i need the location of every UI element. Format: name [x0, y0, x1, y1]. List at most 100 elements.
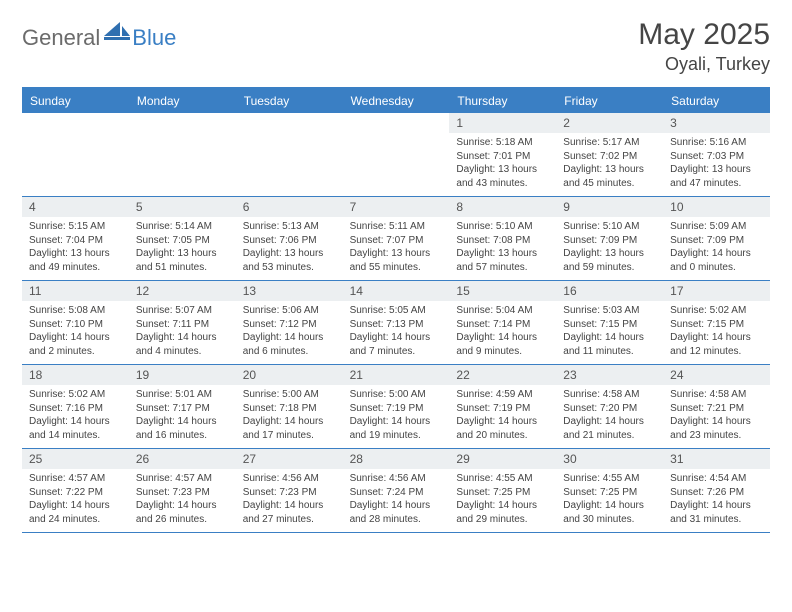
- daylight-text: Daylight: 14 hours and 14 minutes.: [29, 415, 122, 442]
- title-block: May 2025 Oyali, Turkey: [638, 18, 770, 75]
- sunset-text: Sunset: 7:06 PM: [243, 234, 336, 248]
- day-number: 29: [449, 449, 556, 469]
- calendar-cell: 28Sunrise: 4:56 AMSunset: 7:24 PMDayligh…: [343, 449, 450, 532]
- location-label: Oyali, Turkey: [638, 54, 770, 75]
- day-number: 13: [236, 281, 343, 301]
- calendar-cell: 3Sunrise: 5:16 AMSunset: 7:03 PMDaylight…: [663, 113, 770, 196]
- sunset-text: Sunset: 7:23 PM: [243, 486, 336, 500]
- day-info: [343, 119, 450, 128]
- day-info: Sunrise: 5:15 AMSunset: 7:04 PMDaylight:…: [22, 217, 129, 280]
- daylight-text: Daylight: 13 hours and 55 minutes.: [350, 247, 443, 274]
- daylight-text: Daylight: 14 hours and 30 minutes.: [563, 499, 656, 526]
- sunrise-text: Sunrise: 5:03 AM: [563, 304, 656, 318]
- brand-part2: Blue: [132, 25, 176, 51]
- sail-icon: [104, 22, 130, 45]
- day-number: 26: [129, 449, 236, 469]
- calendar-cell: 11Sunrise: 5:08 AMSunset: 7:10 PMDayligh…: [22, 281, 129, 364]
- sunset-text: Sunset: 7:15 PM: [563, 318, 656, 332]
- day-number: 14: [343, 281, 450, 301]
- sunset-text: Sunset: 7:09 PM: [563, 234, 656, 248]
- day-info: Sunrise: 5:09 AMSunset: 7:09 PMDaylight:…: [663, 217, 770, 280]
- sunset-text: Sunset: 7:25 PM: [456, 486, 549, 500]
- day-info: Sunrise: 5:03 AMSunset: 7:15 PMDaylight:…: [556, 301, 663, 364]
- calendar-cell: 8Sunrise: 5:10 AMSunset: 7:08 PMDaylight…: [449, 197, 556, 280]
- day-info: [236, 119, 343, 128]
- calendar-cell: 19Sunrise: 5:01 AMSunset: 7:17 PMDayligh…: [129, 365, 236, 448]
- daylight-text: Daylight: 14 hours and 20 minutes.: [456, 415, 549, 442]
- sunset-text: Sunset: 7:08 PM: [456, 234, 549, 248]
- calendar-cell: 24Sunrise: 4:58 AMSunset: 7:21 PMDayligh…: [663, 365, 770, 448]
- sunset-text: Sunset: 7:26 PM: [670, 486, 763, 500]
- calendar-cell: [343, 113, 450, 196]
- day-number: 3: [663, 113, 770, 133]
- day-number: 5: [129, 197, 236, 217]
- sunrise-text: Sunrise: 5:11 AM: [350, 220, 443, 234]
- calendar-cell: 31Sunrise: 4:54 AMSunset: 7:26 PMDayligh…: [663, 449, 770, 532]
- sunrise-text: Sunrise: 5:06 AM: [243, 304, 336, 318]
- calendar-cell: 4Sunrise: 5:15 AMSunset: 7:04 PMDaylight…: [22, 197, 129, 280]
- calendar-cell: 6Sunrise: 5:13 AMSunset: 7:06 PMDaylight…: [236, 197, 343, 280]
- day-number: 16: [556, 281, 663, 301]
- day-info: Sunrise: 5:01 AMSunset: 7:17 PMDaylight:…: [129, 385, 236, 448]
- calendar-cell: [129, 113, 236, 196]
- weekday-header-row: Sunday Monday Tuesday Wednesday Thursday…: [22, 89, 770, 113]
- calendar-week: 25Sunrise: 4:57 AMSunset: 7:22 PMDayligh…: [22, 449, 770, 533]
- day-number: 28: [343, 449, 450, 469]
- sunrise-text: Sunrise: 4:57 AM: [29, 472, 122, 486]
- calendar-cell: 20Sunrise: 5:00 AMSunset: 7:18 PMDayligh…: [236, 365, 343, 448]
- sunrise-text: Sunrise: 5:01 AM: [136, 388, 229, 402]
- day-info: Sunrise: 5:00 AMSunset: 7:19 PMDaylight:…: [343, 385, 450, 448]
- daylight-text: Daylight: 14 hours and 28 minutes.: [350, 499, 443, 526]
- daylight-text: Daylight: 13 hours and 47 minutes.: [670, 163, 763, 190]
- calendar-week: 11Sunrise: 5:08 AMSunset: 7:10 PMDayligh…: [22, 281, 770, 365]
- calendar-cell: 22Sunrise: 4:59 AMSunset: 7:19 PMDayligh…: [449, 365, 556, 448]
- month-title: May 2025: [638, 18, 770, 52]
- day-number: 23: [556, 365, 663, 385]
- sunset-text: Sunset: 7:13 PM: [350, 318, 443, 332]
- day-number: 12: [129, 281, 236, 301]
- day-info: [129, 119, 236, 128]
- calendar-cell: 21Sunrise: 5:00 AMSunset: 7:19 PMDayligh…: [343, 365, 450, 448]
- calendar-cell: 14Sunrise: 5:05 AMSunset: 7:13 PMDayligh…: [343, 281, 450, 364]
- daylight-text: Daylight: 14 hours and 16 minutes.: [136, 415, 229, 442]
- sunset-text: Sunset: 7:18 PM: [243, 402, 336, 416]
- day-info: Sunrise: 4:55 AMSunset: 7:25 PMDaylight:…: [556, 469, 663, 532]
- daylight-text: Daylight: 14 hours and 4 minutes.: [136, 331, 229, 358]
- sunrise-text: Sunrise: 4:58 AM: [670, 388, 763, 402]
- day-info: Sunrise: 5:11 AMSunset: 7:07 PMDaylight:…: [343, 217, 450, 280]
- sunrise-text: Sunrise: 5:17 AM: [563, 136, 656, 150]
- daylight-text: Daylight: 14 hours and 11 minutes.: [563, 331, 656, 358]
- sunset-text: Sunset: 7:01 PM: [456, 150, 549, 164]
- calendar-cell: 15Sunrise: 5:04 AMSunset: 7:14 PMDayligh…: [449, 281, 556, 364]
- calendar-cell: 29Sunrise: 4:55 AMSunset: 7:25 PMDayligh…: [449, 449, 556, 532]
- sunrise-text: Sunrise: 5:09 AM: [670, 220, 763, 234]
- sunrise-text: Sunrise: 4:58 AM: [563, 388, 656, 402]
- sunset-text: Sunset: 7:09 PM: [670, 234, 763, 248]
- sunset-text: Sunset: 7:16 PM: [29, 402, 122, 416]
- calendar-cell: 9Sunrise: 5:10 AMSunset: 7:09 PMDaylight…: [556, 197, 663, 280]
- sunset-text: Sunset: 7:14 PM: [456, 318, 549, 332]
- day-number: 6: [236, 197, 343, 217]
- day-number: 20: [236, 365, 343, 385]
- calendar-cell: [22, 113, 129, 196]
- daylight-text: Daylight: 14 hours and 24 minutes.: [29, 499, 122, 526]
- calendar-week: 18Sunrise: 5:02 AMSunset: 7:16 PMDayligh…: [22, 365, 770, 449]
- brand-part1: General: [22, 25, 100, 51]
- sunset-text: Sunset: 7:25 PM: [563, 486, 656, 500]
- day-info: Sunrise: 5:10 AMSunset: 7:08 PMDaylight:…: [449, 217, 556, 280]
- sunrise-text: Sunrise: 5:00 AM: [350, 388, 443, 402]
- sunset-text: Sunset: 7:24 PM: [350, 486, 443, 500]
- sunrise-text: Sunrise: 5:08 AM: [29, 304, 122, 318]
- calendar-week: 1Sunrise: 5:18 AMSunset: 7:01 PMDaylight…: [22, 113, 770, 197]
- calendar-cell: 7Sunrise: 5:11 AMSunset: 7:07 PMDaylight…: [343, 197, 450, 280]
- calendar-cell: 2Sunrise: 5:17 AMSunset: 7:02 PMDaylight…: [556, 113, 663, 196]
- day-info: Sunrise: 5:17 AMSunset: 7:02 PMDaylight:…: [556, 133, 663, 196]
- brand-logo: General Blue: [22, 18, 176, 53]
- sunrise-text: Sunrise: 5:00 AM: [243, 388, 336, 402]
- calendar: Sunday Monday Tuesday Wednesday Thursday…: [22, 87, 770, 533]
- sunset-text: Sunset: 7:22 PM: [29, 486, 122, 500]
- calendar-cell: 10Sunrise: 5:09 AMSunset: 7:09 PMDayligh…: [663, 197, 770, 280]
- day-number: 10: [663, 197, 770, 217]
- day-info: Sunrise: 5:04 AMSunset: 7:14 PMDaylight:…: [449, 301, 556, 364]
- daylight-text: Daylight: 14 hours and 19 minutes.: [350, 415, 443, 442]
